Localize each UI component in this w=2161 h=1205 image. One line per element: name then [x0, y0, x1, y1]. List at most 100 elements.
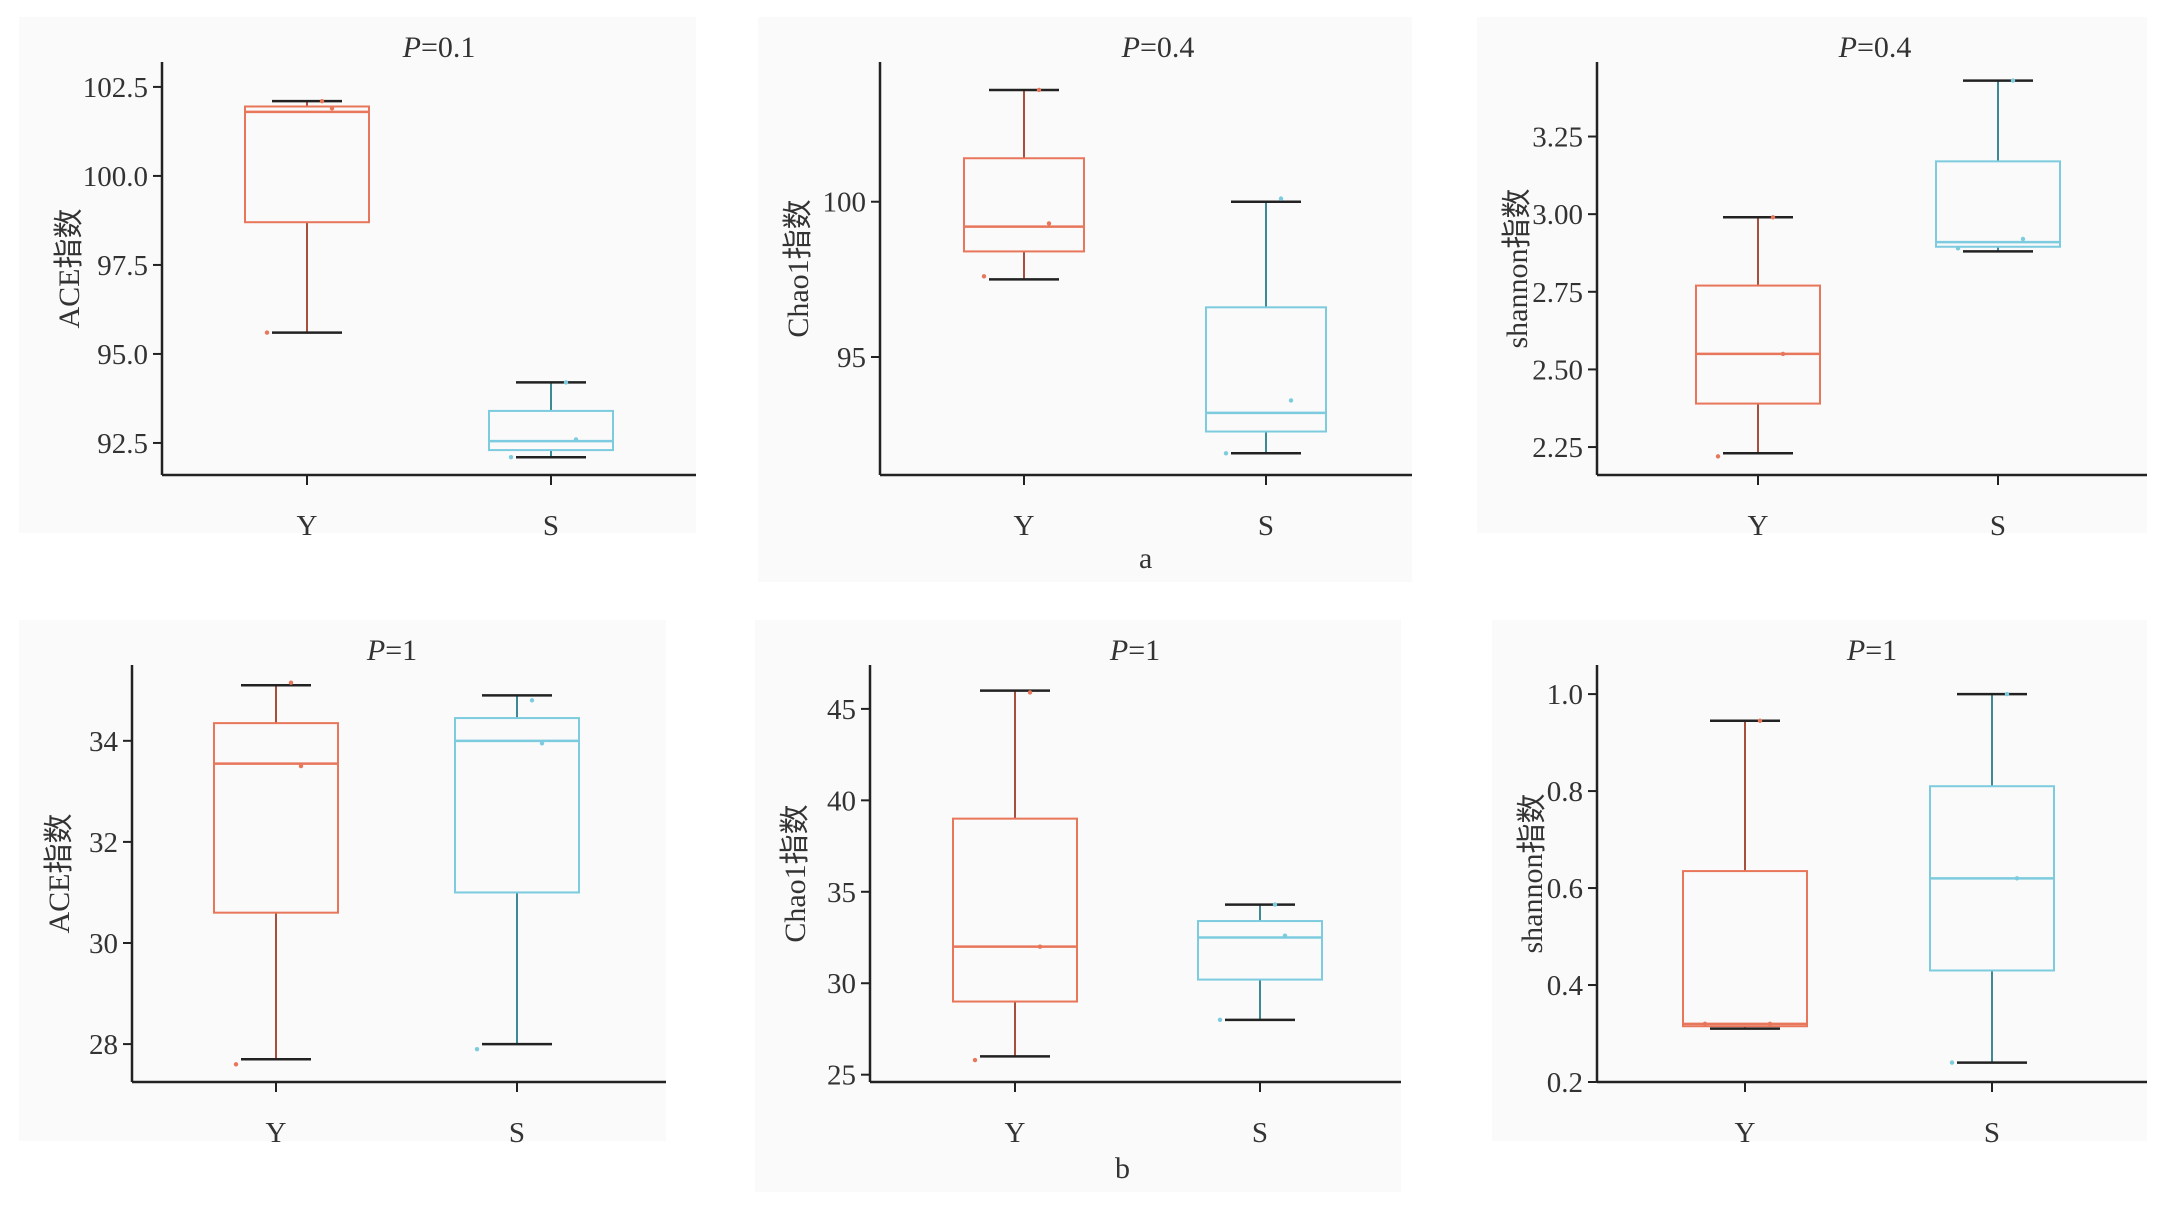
panel-ace-a: P=0.1 ACE指数 92.5 95.0 97.5 100.0 102.5 Y S [19, 17, 696, 542]
x-tick-label: Y [1005, 1117, 1026, 1149]
y-tick-label: 28 [89, 1029, 118, 1061]
box-iqr [1695, 284, 1821, 405]
data-point [1767, 1021, 1773, 1027]
data-point [1037, 944, 1043, 949]
y-tick-label: 32 [89, 827, 118, 859]
y-axis-label: Chao1指数 [782, 199, 815, 337]
boxplot-chart: P=1 Chao1指数 25 30 35 40 45 Y S [779, 634, 1401, 1149]
y-tick-label: 2.25 [1532, 432, 1583, 464]
data-point [1027, 690, 1033, 695]
title-p-symbol: P [366, 634, 385, 667]
title-p-symbol: P [1846, 634, 1865, 667]
boxplot-chart: P=0.4 shannon指数 2.25 2.50 2.75 3.00 3.25 Y S [1501, 31, 2147, 542]
y-tick-label: 95 [837, 342, 866, 374]
boxplot-chart: P=0.1 ACE指数 92.5 95.0 97.5 100.0 102.5 Y S [53, 31, 696, 542]
y-tick-label: 95.0 [97, 339, 148, 371]
data-point [298, 763, 304, 769]
box-iqr [1205, 306, 1327, 433]
x-tick-label: Y [266, 1117, 287, 1149]
chart-title: P=0.4 [1838, 31, 1912, 64]
data-point [288, 680, 294, 685]
data-point [329, 106, 335, 111]
box-iqr [952, 817, 1078, 1003]
chart-title: P=1 [1846, 634, 1897, 667]
y-axis-label: shannon指数 [1501, 189, 1534, 349]
title-p-value: =1 [385, 634, 417, 667]
data-point [1217, 1017, 1223, 1023]
data-point [2004, 691, 2010, 697]
x-tick-label: Y [1735, 1117, 1756, 1149]
data-point [981, 274, 987, 279]
boxplot-chart: P=1 shannon指数 0.2 0.4 0.6 0.8 1.0 Y S [1516, 634, 2147, 1149]
data-point [319, 98, 325, 104]
x-tick-label: S [1990, 510, 2006, 542]
x-tick-label: S [1984, 1117, 2000, 1149]
data-point [1702, 1021, 1708, 1027]
y-tick-label: 0.6 [1547, 873, 1583, 905]
data-point [2010, 78, 2016, 83]
title-p-value: =0.4 [1140, 31, 1194, 64]
data-point [2014, 876, 2020, 881]
panel-shannon-b: P=1 shannon指数 0.2 0.4 0.6 0.8 1.0 Y S [1492, 620, 2147, 1149]
chart-title: P=1 [1109, 634, 1160, 667]
data-point [233, 1062, 239, 1067]
y-tick-label: 30 [89, 928, 118, 960]
panel-chao1-a: P=0.4 Chao1指数 95 100 Y S [758, 17, 1412, 582]
title-p-value: =1 [1865, 634, 1897, 667]
title-p-symbol: P [1121, 31, 1140, 64]
x-tick-label: S [1258, 510, 1274, 542]
data-point [264, 330, 270, 335]
y-tick-label: 92.5 [97, 428, 148, 460]
data-point [1949, 1060, 1955, 1065]
y-tick-label: 25 [827, 1060, 856, 1092]
x-tick-label: S [509, 1117, 525, 1149]
y-tick-label: 30 [827, 968, 856, 1000]
y-tick-label: 2.75 [1532, 277, 1583, 309]
panel-shannon-a: P=0.4 shannon指数 2.25 2.50 2.75 3.00 3.25 Y S [1477, 17, 2147, 542]
data-point [1223, 451, 1229, 456]
box-iqr [454, 717, 580, 894]
box-iqr [1935, 160, 2061, 248]
data-point [508, 454, 514, 460]
box-iqr [963, 157, 1085, 253]
data-point [1715, 454, 1721, 459]
y-axis-label: shannon指数 [1516, 794, 1549, 954]
box-iqr [244, 105, 370, 224]
data-point [539, 741, 545, 746]
chart-title: P=1 [366, 634, 417, 667]
title-p-symbol: P [1838, 31, 1857, 64]
data-point [1288, 398, 1294, 403]
subfigure-label-b: b [1115, 1152, 1130, 1185]
data-point [1278, 196, 1284, 201]
x-tick-label: Y [1748, 510, 1769, 542]
title-p-value: =0.4 [1857, 31, 1911, 64]
data-point [1036, 87, 1042, 93]
data-point [1955, 246, 1961, 251]
subfigure-label-a: a [1139, 542, 1153, 575]
title-p-value: =1 [1128, 634, 1160, 667]
y-tick-label: 102.5 [83, 72, 148, 104]
data-point [1757, 718, 1763, 723]
data-point [573, 437, 579, 442]
y-axis-label: ACE指数 [53, 209, 86, 329]
data-point [1770, 215, 1776, 220]
box-iqr [213, 722, 339, 914]
chart-title: P=0.4 [1121, 31, 1195, 64]
data-point [474, 1046, 480, 1052]
boxplot-chart: P=0.4 Chao1指数 95 100 Y S [782, 31, 1412, 542]
y-tick-label: 45 [827, 694, 856, 726]
y-tick-label: 3.25 [1532, 122, 1583, 154]
y-tick-label: 100 [823, 187, 867, 219]
y-tick-label: 2.50 [1532, 354, 1583, 386]
data-point [2020, 236, 2026, 242]
panel-ace-b: P=1 ACE指数 28 30 32 34 Y S [19, 620, 666, 1149]
y-tick-label: 34 [89, 726, 119, 758]
data-point [1272, 902, 1278, 907]
data-point [1046, 221, 1052, 226]
y-axis-label: Chao1指数 [779, 804, 812, 942]
title-p-value: =0.1 [421, 31, 475, 64]
y-tick-label: 40 [827, 785, 856, 817]
y-tick-label: 0.4 [1547, 970, 1584, 1002]
panel-chao1-b: P=1 Chao1指数 25 30 35 40 45 Y S [755, 620, 1401, 1192]
box-iqr [1197, 920, 1323, 981]
